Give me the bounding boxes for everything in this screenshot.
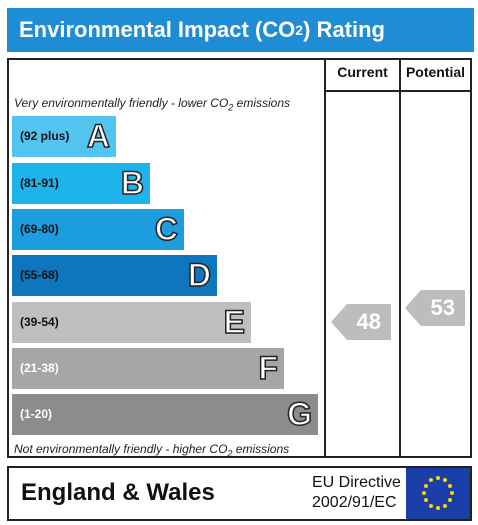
band-range: (1-20) xyxy=(20,407,53,421)
potential-column-header: Potential xyxy=(405,64,466,80)
bottom-note: Not environmentally friendly - higher CO… xyxy=(14,442,290,459)
band-letter: G xyxy=(286,395,312,433)
title-subscript: 2 xyxy=(295,22,304,38)
column-divider xyxy=(399,60,401,456)
current-column-header: Current xyxy=(337,64,388,80)
potential-rating-arrow: 53 xyxy=(405,290,465,326)
band-e: (39-54) E xyxy=(12,302,251,343)
band-range: (92 plus) xyxy=(20,129,70,143)
band-c: (69-80) C xyxy=(12,209,184,250)
band-letter: A xyxy=(86,117,111,155)
band-range: (39-54) xyxy=(20,315,59,329)
band-letter: C xyxy=(154,210,179,248)
band-g: (1-20) G xyxy=(12,394,318,435)
potential-rating-value: 53 xyxy=(430,295,455,320)
band-range: (81-91) xyxy=(20,176,59,190)
band-range: (21-38) xyxy=(20,361,59,375)
band-b: (81-91) B xyxy=(12,163,150,204)
top-note: Very environmentally friendly - lower CO… xyxy=(14,96,290,113)
band-range: (69-80) xyxy=(20,222,59,236)
band-letter: B xyxy=(120,164,145,202)
band-letter: E xyxy=(223,303,246,341)
band-a: (92 plus) A xyxy=(12,116,116,157)
current-rating-arrow: 48 xyxy=(331,304,391,340)
band-letter: D xyxy=(187,256,212,294)
band-range: (55-68) xyxy=(20,268,59,282)
column-divider xyxy=(324,60,326,456)
rating-chart: Current Potential Very environmentally f… xyxy=(7,58,472,458)
eu-flag-icon xyxy=(406,468,470,519)
band-letter: F xyxy=(258,349,279,387)
region-label: England & Wales xyxy=(21,479,215,506)
header-row-line xyxy=(324,90,470,92)
current-rating-value: 48 xyxy=(356,309,381,334)
footer: England & Wales EU Directive 2002/91/EC xyxy=(7,466,472,521)
title-post: ) Rating xyxy=(303,17,385,42)
band-d: (55-68) D xyxy=(12,255,217,296)
rating-title: Environmental Impact (CO 2) Rating xyxy=(7,8,474,52)
title-pre: Environmental Impact (CO xyxy=(19,17,296,42)
eu-directive: EU Directive 2002/91/EC xyxy=(312,474,401,511)
band-f: (21-38) F xyxy=(12,348,284,389)
